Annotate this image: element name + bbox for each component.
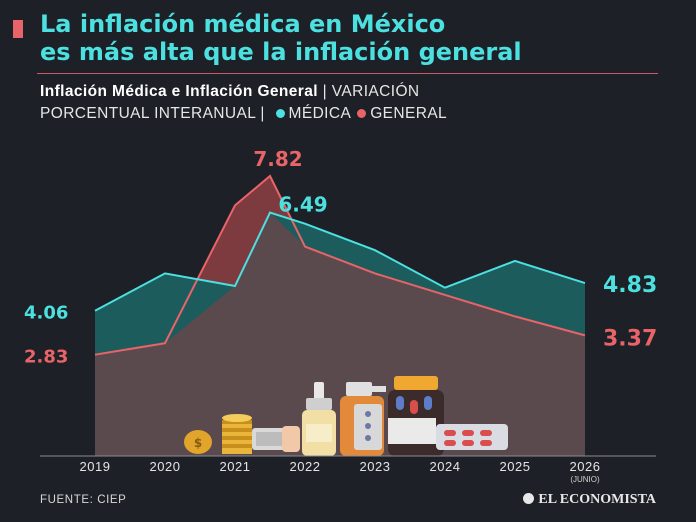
- x-tick-label: 2025: [500, 459, 531, 474]
- x-tick-label: 2023: [360, 459, 391, 474]
- capsule-jar-icon: [388, 376, 444, 456]
- value-labels: 4.06 2.83 7.82 6.49 4.83 3.37: [24, 147, 657, 368]
- x-axis-ticks: 2019 2020 2021 2022 2023 2024 2025 2026(JUNIO): [80, 459, 601, 484]
- legend-label-medica: MÉDICA: [288, 105, 352, 122]
- banknote-roll-icon: [252, 428, 286, 450]
- svg-text:$: $: [194, 436, 202, 450]
- subtitle-bold: Inflación Médica e Inflación General: [40, 83, 318, 100]
- source-note: FUENTE: CIEP: [40, 494, 127, 506]
- coin-stack-icon: $: [184, 414, 252, 454]
- blister-pack-icon: [436, 424, 508, 450]
- x-tick-label: 2026: [570, 459, 601, 474]
- x-tick-label: 2019: [80, 459, 111, 474]
- medicine-illustration: $: [184, 376, 508, 456]
- bandage-icon: [282, 426, 300, 452]
- publisher-logo: EL ECONOMISTA: [523, 492, 656, 508]
- publisher-logo-icon: [523, 493, 535, 504]
- medica-line: [94, 211, 586, 312]
- value-label: 4.06: [24, 303, 68, 324]
- x-tick-label: 2024: [430, 459, 461, 474]
- chart-subtitle: Inflación Médica e Inflación General | V…: [40, 81, 670, 125]
- legend-dot-medica: [275, 108, 285, 118]
- headline-accent-bar: [13, 20, 23, 38]
- headline: La inflación médica en México es más alt…: [40, 10, 680, 66]
- legend-dot-general: [357, 108, 367, 118]
- value-label: 4.83: [603, 273, 657, 298]
- divider-rule: [37, 73, 658, 74]
- dropper-bottle-icon: [302, 382, 336, 456]
- overlap-area: [95, 212, 585, 456]
- x-tick-label: 2022: [290, 459, 321, 474]
- legend-label-general: GENERAL: [370, 105, 448, 122]
- publisher-name: EL ECONOMISTA: [538, 492, 656, 507]
- pill-bottle-icon: [340, 382, 386, 456]
- headline-line-2: es más alta que la inflación general: [40, 38, 522, 66]
- value-label: 2.83: [24, 347, 68, 368]
- subtitle-rest-1: | VARIACIÓN: [317, 83, 420, 100]
- subtitle-rest-2: PORCENTUAL INTERANUAL |: [40, 105, 270, 122]
- x-tick-label: 2020: [150, 459, 181, 474]
- value-label: 3.37: [603, 326, 657, 351]
- x-tick-sublabel: (JUNIO): [570, 475, 600, 484]
- value-label: 7.82: [253, 147, 302, 171]
- value-label: 6.49: [278, 193, 327, 217]
- x-tick-label: 2021: [220, 459, 251, 474]
- general-line: [94, 174, 586, 356]
- headline-line-1: La inflación médica en México: [40, 10, 446, 38]
